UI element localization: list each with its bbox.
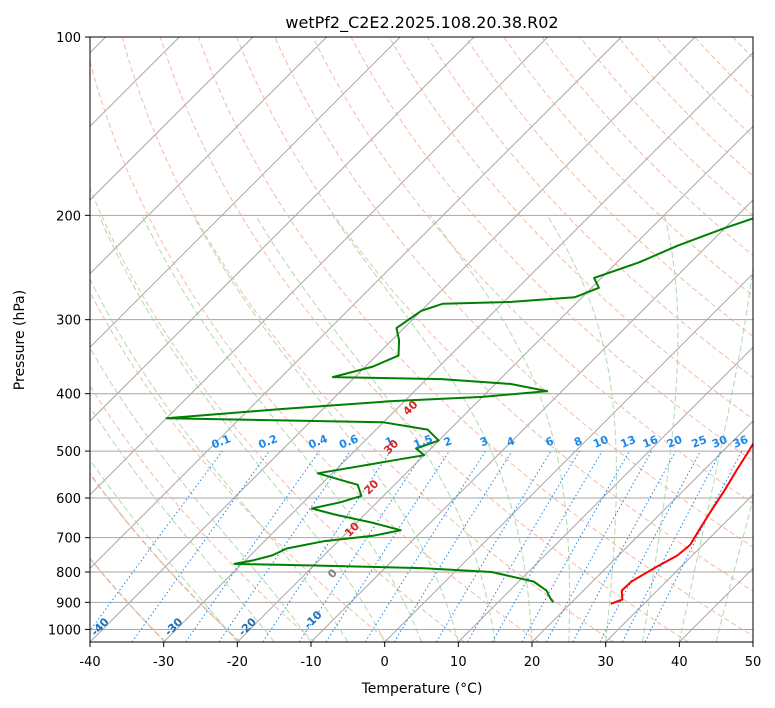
x-tick-label: 30 <box>597 655 614 670</box>
mixing-ratio-line <box>218 450 351 642</box>
isotherm-line <box>90 37 328 275</box>
background-lines-layer <box>90 37 753 642</box>
y-tick-label: 800 <box>56 566 81 581</box>
mixing-ratio-label: 3 <box>478 434 490 449</box>
isotherm-line <box>90 37 475 422</box>
moist-adiabat-line <box>90 459 238 642</box>
mixing-ratio-line <box>545 450 653 642</box>
mixing-ratio-label: 13 <box>619 433 638 451</box>
dewpoint-profile-line <box>165 217 753 603</box>
mixing-ratio-line <box>298 450 425 642</box>
moist-adiabat-line <box>715 497 753 642</box>
x-tick-label: -20 <box>227 655 248 670</box>
dry-adiabat-line <box>90 291 390 642</box>
isotherm-line <box>90 37 401 349</box>
isotherm-line <box>90 37 622 570</box>
moist-adiabat-line <box>141 215 422 642</box>
y-axis-label: Pressure (hPa) <box>12 290 28 390</box>
y-tick-label: 500 <box>56 445 81 460</box>
mixing-ratio-label: 2 <box>442 434 454 449</box>
isotherm-line <box>457 346 753 642</box>
dry-adiabat-line <box>426 37 753 379</box>
dry-adiabat-line <box>312 37 753 505</box>
mixing-ratio-label: 36 <box>731 433 750 451</box>
mixing-ratio-line <box>521 450 630 642</box>
mixing-ratio-label: 16 <box>641 433 660 451</box>
moist-adiabat-line <box>546 215 617 642</box>
axes-layer: -40 -30 -20 -10 0 10 20 30 40 50 100 200 300 400 500 60… <box>48 31 761 670</box>
series-layer <box>165 217 753 605</box>
moist-adiabat-line <box>90 278 349 642</box>
mixing-ratio-label: 30 <box>710 433 729 451</box>
x-axis-label: Temperature (°C) <box>361 681 483 697</box>
temperature-profile-line <box>610 442 753 605</box>
y-tick-label: 700 <box>56 532 81 547</box>
isotherm-line <box>236 125 753 642</box>
y-tick-label: 300 <box>56 314 81 329</box>
reference-adiabat-line <box>90 472 241 642</box>
mixing-ratio-line <box>185 450 320 642</box>
dry-adiabat-line <box>90 384 316 642</box>
isotherm-line <box>605 493 753 642</box>
dry-adiabat-line <box>503 37 753 297</box>
reference-adiabat-line <box>90 557 166 642</box>
y-tick-label: 200 <box>56 209 81 224</box>
isotherm-line <box>163 51 753 642</box>
moist-adiabat-line <box>192 215 459 642</box>
mixing-ratio-label: 8 <box>572 434 584 449</box>
chart-title: wetPf2_C2E2.2025.108.20.38.R02 <box>285 13 558 33</box>
x-tick-label: -40 <box>79 655 100 670</box>
mixing-ratio-line <box>131 450 270 642</box>
mixing-ratio-label: 25 <box>690 433 709 451</box>
y-tick-label: 600 <box>56 492 81 507</box>
x-tick-label: 0 <box>381 655 389 670</box>
mixing-ratio-line <box>393 450 513 642</box>
plot-area <box>90 37 753 642</box>
dry-adiabat-line <box>236 37 753 592</box>
mixing-ratio-label: 20 <box>665 433 684 451</box>
y-tick-label: 1000 <box>48 623 81 638</box>
dry-adiabat-line <box>90 59 540 642</box>
mixing-ratio-line <box>644 450 743 642</box>
moist-adiabat-line <box>90 347 312 642</box>
moist-adiabat-line <box>254 215 496 642</box>
isotherm-line <box>531 420 753 642</box>
x-tick-label: -10 <box>300 655 321 670</box>
y-tick-label: 100 <box>56 31 81 46</box>
moist-adiabat-line <box>332 215 533 642</box>
dry-adiabat-line <box>197 37 753 637</box>
mixing-ratio-line <box>325 450 450 642</box>
x-tick-label: 50 <box>745 655 762 670</box>
isotherm-line <box>384 272 753 642</box>
isotherm-line <box>90 37 549 496</box>
mixing-ratio-line <box>90 450 223 632</box>
moist-adiabat-line <box>429 215 571 642</box>
isotherm-line <box>90 37 254 201</box>
dry-adiabat-line <box>159 37 689 642</box>
dry-adiabat-line <box>90 186 465 642</box>
y-tick-label: 900 <box>56 596 81 611</box>
y-tick-label: 400 <box>56 388 81 403</box>
plot-frame <box>89 36 754 643</box>
mixing-ratio-label: 1 <box>383 434 395 449</box>
x-tick-label: 20 <box>524 655 541 670</box>
x-tick-label: 40 <box>671 655 688 670</box>
moist-adiabat-line <box>678 263 753 642</box>
x-tick-label: -30 <box>153 655 174 670</box>
mixing-ratio-line <box>572 450 677 642</box>
mixing-ratio-label: 10 <box>591 433 610 451</box>
dry-adiabat-line <box>121 37 614 642</box>
isotherm-line <box>310 199 753 642</box>
moist-adiabat-line <box>642 215 679 642</box>
x-tick-label: 10 <box>450 655 467 670</box>
